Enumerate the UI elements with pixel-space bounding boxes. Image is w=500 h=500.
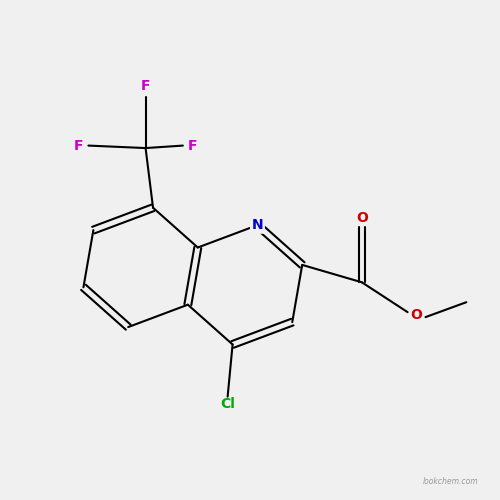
Text: Cl: Cl bbox=[220, 397, 235, 411]
Text: F: F bbox=[141, 79, 150, 93]
Text: F: F bbox=[74, 138, 83, 152]
Text: O: O bbox=[356, 210, 368, 224]
Text: lookchem.com: lookchem.com bbox=[423, 477, 478, 486]
Text: O: O bbox=[410, 308, 422, 322]
Text: N: N bbox=[252, 218, 264, 232]
Text: F: F bbox=[188, 138, 198, 152]
